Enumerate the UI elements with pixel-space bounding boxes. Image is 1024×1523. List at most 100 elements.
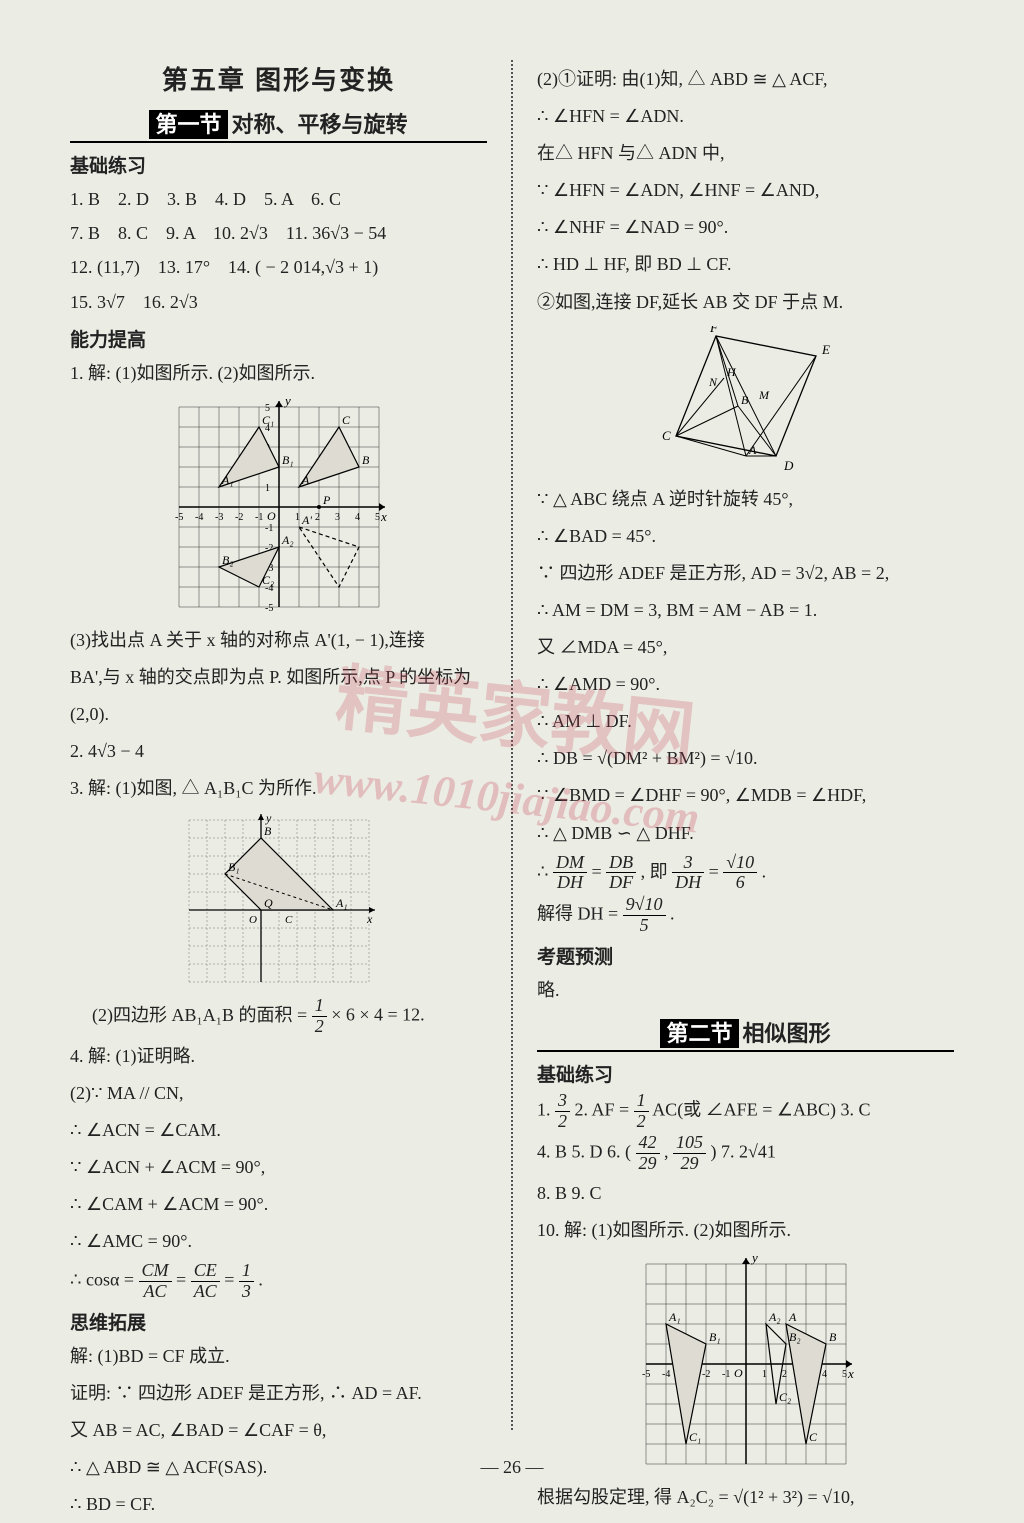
proof2-4: 又 ∠MDA = 45°, xyxy=(537,630,954,665)
svg-text:B₂: B₂ xyxy=(789,1330,801,1344)
svg-text:A₁: A₁ xyxy=(668,1310,681,1324)
sol4-5: ∴ ∠AMC = 90°. xyxy=(70,1224,487,1259)
proof2-0: ∵ △ ABC 绕点 A 逆时针旋转 45°, xyxy=(537,482,954,517)
sol1-lead: 1. 解: (1)如图所示. (2)如图所示. xyxy=(70,356,487,391)
basic-ans-3: 12. (11,7) 13. 17° 14. ( − 2 014,√3 + 1) xyxy=(70,250,487,284)
cos-f1: CMAC xyxy=(139,1261,172,1302)
basic-ans-2: 7. B 8. C 9. A 10. 2√3 11. 36√3 − 54 xyxy=(70,216,487,250)
basic2-heading: 基础练习 xyxy=(537,1060,954,1087)
proof2-8: ∵ ∠BMD = ∠DHF = 90°, ∠MDB = ∠HDF, xyxy=(537,778,954,813)
svg-text:C: C xyxy=(285,914,293,926)
basic2-line1: 1. 32 2. AF = 12 AC(或 ∠AFE = ∠ABC) 3. C xyxy=(537,1091,954,1132)
cont-6: ②如图,连接 DF,延长 AB 交 DF 于点 M. xyxy=(537,285,954,320)
column-divider xyxy=(511,60,513,1430)
sol1b: (3)找出点 A 关于 x 轴的对称点 A'(1, − 1),连接 xyxy=(70,623,487,658)
diagram-2-grid: xyQB₁BA₁OC xyxy=(181,812,377,990)
sol4-2: ∴ ∠ACN = ∠CAM. xyxy=(70,1113,487,1148)
svg-text:B₂: B₂ xyxy=(222,553,234,567)
cont-4: ∴ ∠NHF = ∠NAD = 90°. xyxy=(537,210,954,245)
cos-f3: 13 xyxy=(239,1261,254,1302)
sol3b-prefix: (2)四边形 AB₁A₁B 的面积 = xyxy=(70,998,307,1033)
svg-text:-2: -2 xyxy=(702,1369,710,1380)
svg-text:-4: -4 xyxy=(195,512,203,523)
section-1-box: 第一节 xyxy=(149,110,227,139)
svg-text:E: E xyxy=(821,342,830,357)
sol4-1: (2)∵ MA // CN, xyxy=(70,1076,487,1111)
svg-text:C₂: C₂ xyxy=(262,573,274,587)
diagram-3-geometry: DEFCABHNM xyxy=(656,326,836,476)
svg-text:3: 3 xyxy=(335,512,340,523)
svg-text:C: C xyxy=(342,413,351,427)
svg-text:-1: -1 xyxy=(255,512,263,523)
svg-text:C: C xyxy=(809,1430,818,1444)
svg-text:A': A' xyxy=(301,513,312,527)
cos-prefix: ∴ cosα = xyxy=(70,1270,139,1290)
basic-heading: 基础练习 xyxy=(70,151,487,178)
sol3b: (2)四边形 AB₁A₁B 的面积 = 12 × 6 × 4 = 12. xyxy=(70,996,487,1037)
svg-text:y: y xyxy=(750,1254,758,1265)
svg-text:-3: -3 xyxy=(215,512,223,523)
left-column: 第五章 图形与变换 第一节对称、平移与旋转 基础练习 1. B 2. D 3. … xyxy=(70,60,487,1430)
ability-heading: 能力提高 xyxy=(70,325,487,352)
svg-text:A₁: A₁ xyxy=(335,896,348,910)
sol3b-frac: 12 xyxy=(312,996,327,1037)
svg-text:A₁: A₁ xyxy=(221,473,234,487)
svg-text:-4: -4 xyxy=(662,1369,670,1380)
section-1-title: 第一节对称、平移与旋转 xyxy=(70,107,487,143)
svg-text:C₁: C₁ xyxy=(262,413,274,427)
svg-text:B₁: B₁ xyxy=(282,453,294,467)
svg-text:A: A xyxy=(748,443,757,457)
svg-text:Q: Q xyxy=(264,896,273,910)
cont-0: (2)①证明: 由(1)知, △ ABD ≅ △ ACF, xyxy=(537,62,954,97)
svg-text:P: P xyxy=(322,493,331,507)
svg-text:5: 5 xyxy=(375,512,380,523)
sol4-3: ∵ ∠ACN + ∠ACM = 90°, xyxy=(70,1150,487,1185)
chapter-title: 第五章 图形与变换 xyxy=(70,60,487,97)
section-1-rest: 对称、平移与旋转 xyxy=(232,112,408,137)
svg-text:O: O xyxy=(734,1366,743,1380)
cont-3: ∵ ∠HFN = ∠ADN, ∠HNF = ∠AND, xyxy=(537,173,954,208)
section-2-box: 第二节 xyxy=(660,1019,738,1048)
proof2-5: ∴ ∠AMD = 90°. xyxy=(537,667,954,702)
proof2-2: ∵ 四边形 ADEF 是正方形, AD = 3√2, AB = 2, xyxy=(537,556,954,591)
svg-text:C: C xyxy=(662,428,671,443)
svg-text:1: 1 xyxy=(265,483,270,494)
svg-text:B: B xyxy=(741,393,749,407)
sol1c: BA',与 x 轴的交点即为点 P. 如图所示,点 P 的坐标为 xyxy=(70,660,487,695)
svg-text:B: B xyxy=(264,824,272,838)
proof2-9: ∴ △ DMB ∽ △ DHF. xyxy=(537,816,954,851)
svg-text:B₁: B₁ xyxy=(228,860,240,874)
svg-text:A: A xyxy=(788,1310,797,1324)
proof2-7: ∴ DB = √(DM² + BM²) = √10. xyxy=(537,741,954,776)
svg-text:1: 1 xyxy=(762,1369,767,1380)
ratio-line: ∴ DMDH = DBDF , 即 3DH = √106 . xyxy=(537,853,954,894)
svg-text:x: x xyxy=(380,509,387,524)
sol10-lead: 10. 解: (1)如图所示. (2)如图所示. xyxy=(537,1213,954,1248)
svg-text:-5: -5 xyxy=(265,603,273,614)
svg-text:B: B xyxy=(362,453,370,467)
cont-5: ∴ HD ⊥ HF, 即 BD ⊥ CF. xyxy=(537,247,954,282)
svg-text:H: H xyxy=(726,365,737,379)
sol2: 2. 4√3 − 4 xyxy=(70,734,487,769)
proof2-6: ∴ AM ⊥ DF. xyxy=(537,704,954,739)
svg-text:A₂: A₂ xyxy=(768,1310,781,1324)
svg-text:B₁: B₁ xyxy=(709,1330,721,1344)
svg-text:4: 4 xyxy=(822,1369,827,1380)
svg-text:4: 4 xyxy=(355,512,360,523)
diagram-4-grid: xyO-5-4-3-2-112345ABCA₁B₁C₁A₂B₂C₂ xyxy=(636,1254,856,1474)
ext-0: 解: (1)BD = CF 成立. xyxy=(70,1339,487,1374)
svg-text:C₁: C₁ xyxy=(689,1430,701,1444)
svg-text:-5: -5 xyxy=(175,512,183,523)
svg-text:C₂: C₂ xyxy=(779,1390,791,1404)
sol10-end: 根据勾股定理, 得 A₂C₂ = √(1² + 3²) = √10, xyxy=(537,1480,954,1515)
dh-result: 解得 DH = 9√105 . xyxy=(537,895,954,936)
sol1d: (2,0). xyxy=(70,697,487,732)
svg-text:y: y xyxy=(283,397,291,408)
ext-4: ∴ BD = CF. xyxy=(70,1487,487,1522)
svg-text:N: N xyxy=(708,375,718,389)
page-number: — 26 — xyxy=(0,1457,1024,1478)
ext-1: 证明: ∵ 四边形 ADEF 是正方形, ∴ AD = AF. xyxy=(70,1376,487,1411)
svg-text:F: F xyxy=(709,326,719,335)
ext-heading: 思维拓展 xyxy=(70,1308,487,1335)
svg-text:-2: -2 xyxy=(235,512,243,523)
